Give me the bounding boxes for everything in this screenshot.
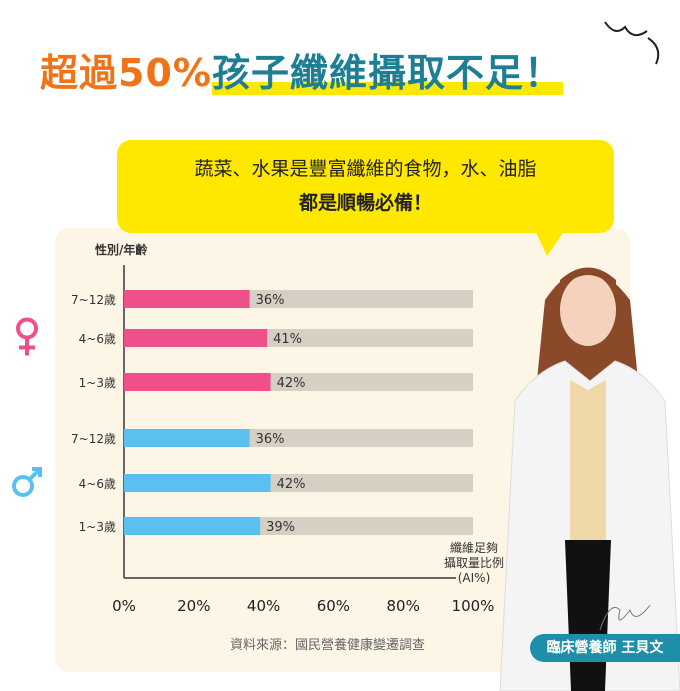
y-axis-label: 性別/年齡 (94, 242, 147, 257)
data-label: 41% (273, 332, 302, 347)
signature (599, 604, 651, 631)
x-tick-label: 60% (317, 597, 350, 615)
x-tick-label: 40% (247, 597, 280, 615)
data-label: 36% (256, 432, 285, 447)
bar-female-1 (124, 329, 268, 347)
bar-female-2 (124, 373, 271, 391)
data-label: 42% (277, 477, 306, 492)
x-tick-label: 0% (112, 597, 136, 615)
data-label: 39% (266, 520, 295, 535)
headline: 超過50%孩子纖維攝取不足！ (40, 42, 563, 97)
data-label: 36% (256, 293, 285, 308)
male-symbol-icon (12, 475, 34, 497)
female-symbol-icon (16, 317, 38, 340)
bar-male-1 (124, 474, 271, 492)
headline-part1: 超過50% (40, 51, 212, 95)
x-tick-label: 20% (177, 597, 210, 615)
category-label: 4~6歲 (79, 477, 116, 491)
speech-bubble-tail (535, 230, 565, 256)
nutritionist-photo (499, 267, 680, 691)
x-tick-label: 100% (452, 597, 495, 615)
category-label: 1~3歲 (79, 376, 116, 390)
x-tick-label: 80% (387, 597, 420, 615)
data-source: 資料來源：國民營養健康變遷調查 (230, 638, 426, 653)
bar-male-2 (124, 517, 261, 535)
nutritionist-name-badge: 臨床營養師 王貝文 (530, 634, 680, 662)
bar-female-0 (124, 290, 250, 308)
x-axis-label-1: 纖維足夠 (450, 541, 498, 555)
male-symbol-icon (28, 467, 42, 481)
female-symbol-icon (19, 337, 35, 356)
bubble-line2: 都是順暢必備！ (298, 192, 432, 214)
x-axis-label-2: 攝取量比例 (444, 555, 504, 570)
category-label: 1~3歲 (79, 520, 116, 534)
bubble-line1: 蔬菜、水果是豐富纖維的食物，水、油脂 (194, 158, 537, 180)
data-label: 42% (277, 376, 306, 391)
bar-male-0 (124, 429, 250, 447)
x-axis-label-3: (AI%) (458, 571, 491, 585)
burst-lines-icon (604, 21, 660, 65)
category-label: 7~12歲 (71, 293, 116, 307)
category-label: 4~6歲 (79, 332, 116, 346)
speech-bubble: 蔬菜、水果是豐富纖維的食物，水、油脂 都是順暢必備！ (117, 140, 614, 233)
headline-part2: 孩子纖維攝取不足！ (211, 51, 563, 95)
category-label: 7~12歲 (71, 432, 116, 446)
